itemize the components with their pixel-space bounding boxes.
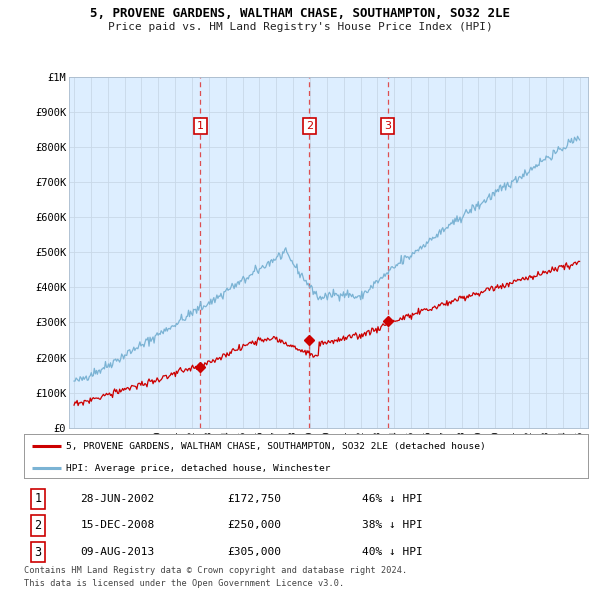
Text: 15-DEC-2008: 15-DEC-2008 [80,520,155,530]
Text: £305,000: £305,000 [227,547,281,557]
Text: HPI: Average price, detached house, Winchester: HPI: Average price, detached house, Winc… [66,464,331,473]
Text: 46% ↓ HPI: 46% ↓ HPI [362,494,423,504]
Text: 1: 1 [197,121,204,131]
Text: Price paid vs. HM Land Registry's House Price Index (HPI): Price paid vs. HM Land Registry's House … [107,22,493,32]
Text: 38% ↓ HPI: 38% ↓ HPI [362,520,423,530]
Text: £172,750: £172,750 [227,494,281,504]
Text: £250,000: £250,000 [227,520,281,530]
Text: 40% ↓ HPI: 40% ↓ HPI [362,547,423,557]
Text: This data is licensed under the Open Government Licence v3.0.: This data is licensed under the Open Gov… [24,579,344,588]
Text: 28-JUN-2002: 28-JUN-2002 [80,494,155,504]
Text: 3: 3 [384,121,391,131]
Text: 2: 2 [35,519,41,532]
Text: 1: 1 [35,492,41,505]
Text: 2: 2 [306,121,313,131]
Text: Contains HM Land Registry data © Crown copyright and database right 2024.: Contains HM Land Registry data © Crown c… [24,566,407,575]
Text: 5, PROVENE GARDENS, WALTHAM CHASE, SOUTHAMPTON, SO32 2LE (detached house): 5, PROVENE GARDENS, WALTHAM CHASE, SOUTH… [66,441,486,451]
Text: 09-AUG-2013: 09-AUG-2013 [80,547,155,557]
Text: 5, PROVENE GARDENS, WALTHAM CHASE, SOUTHAMPTON, SO32 2LE: 5, PROVENE GARDENS, WALTHAM CHASE, SOUTH… [90,7,510,20]
Text: 3: 3 [35,546,41,559]
